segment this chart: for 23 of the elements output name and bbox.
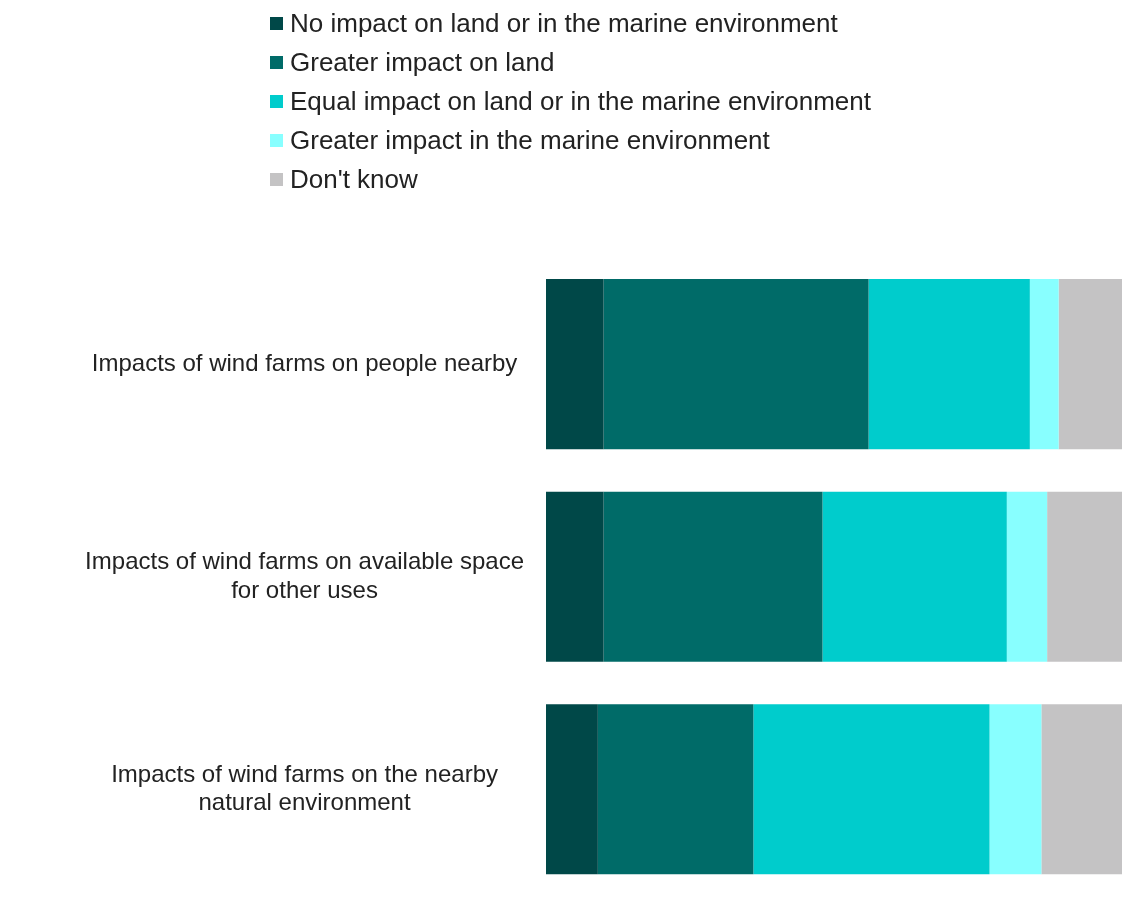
legend-label: Greater impact in the marine environment [290,124,770,157]
bar [546,491,604,662]
bar [989,704,1042,875]
bar [603,491,823,662]
y-tick-label: Impacts of wind farms on the nearby natural environment [111,759,498,816]
bar [1047,491,1122,662]
legend-label: Equal impact on land or in the marine environment [290,85,871,118]
bar [603,279,869,450]
bar [1041,704,1122,875]
bar [822,491,1007,662]
bar [597,704,754,875]
y-tick-label: Impacts of wind farms on people nearby [91,348,518,376]
y-tick-label: Impacts of wind farms on available space for other uses [85,546,525,603]
bar [753,704,990,875]
legend-label: Greater impact on land [290,46,555,79]
bar [1006,491,1048,662]
bar [546,704,598,875]
bar [868,279,1030,450]
bar [1029,279,1059,450]
bar [546,279,604,450]
bar [1058,279,1122,450]
legend-label: Don't know [290,163,418,196]
legend-label: No impact on land or in the marine environment [290,7,838,40]
